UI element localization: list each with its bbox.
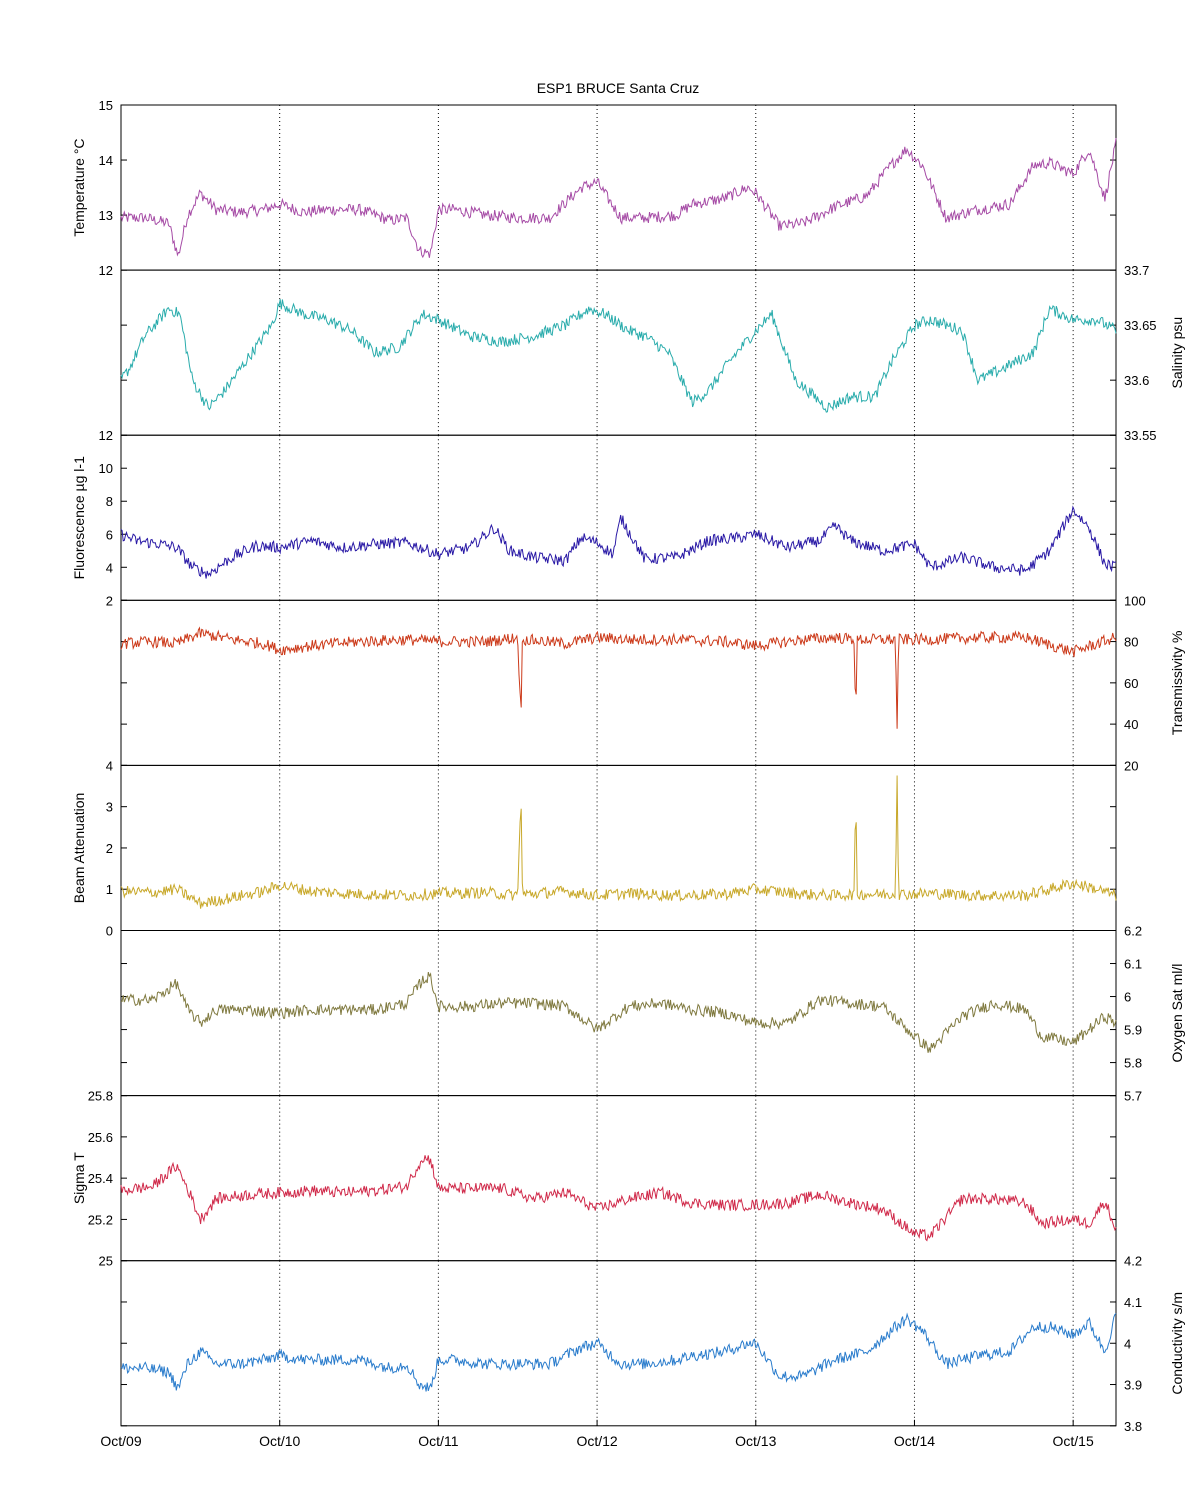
x-tick-label: Oct/11 [418, 1433, 458, 1449]
y-tick-label: 25.2 [88, 1212, 113, 1227]
y-tick-label: 25.8 [88, 1089, 113, 1104]
series-line-conductivity [120, 1312, 1117, 1392]
panel-frame [120, 1260, 1117, 1427]
y-tick-label: 12 [99, 263, 113, 278]
panel-transmissivity: 20 40 60 80 100 Transmissivity % [120, 593, 1185, 773]
y-tick-label: 4.2 [1124, 1254, 1142, 1269]
y-tick-label: 40 [1124, 717, 1138, 732]
panel-fluorescence: 2 4 6 8 10 12 Fluorescence µg l-1 [71, 428, 1117, 608]
y-tick-label: 8 [106, 494, 113, 509]
panel-salinity: 33.55 33.6 33.65 33.7 Salinity psu [120, 263, 1185, 443]
panel-frame [120, 434, 1117, 601]
y-tick-label: 13 [99, 208, 113, 223]
series-line-oxygen_sat [120, 971, 1117, 1053]
panel-conductivity: 3.8 3.9 4 4.1 4.2 Conductivity s/m [120, 1254, 1185, 1434]
y-tick-label: 4 [1124, 1336, 1131, 1351]
y-tick-label: 25 [99, 1254, 113, 1269]
y-tick-label: 4 [106, 560, 113, 575]
panel-temperature: 12 13 14 15 Temperature °C [71, 98, 1117, 278]
y-tick-label: 15 [99, 98, 113, 113]
x-tick-label: Oct/15 [1053, 1433, 1094, 1449]
series-line-transmissivity [120, 626, 1117, 729]
y-axis-label: Transmissivity % [1169, 631, 1185, 736]
y-tick-label: 10 [99, 461, 113, 476]
panel-frame [120, 1095, 1117, 1262]
panel-sigma_t: 25 25.2 25.4 25.6 25.8 Sigma T [71, 1089, 1117, 1269]
panel-frame [120, 599, 1117, 766]
y-tick-label: 6.2 [1124, 924, 1142, 939]
y-tick-label: 25.6 [88, 1130, 113, 1145]
y-axis-label: Temperature °C [71, 138, 87, 236]
y-tick-label: 2 [106, 593, 113, 608]
panel-beam_attenuation: 0 1 2 3 4 Beam Attenuation [71, 758, 1117, 939]
y-tick-label: 4.1 [1124, 1295, 1142, 1310]
x-tick-label: Oct/12 [576, 1433, 617, 1449]
x-axis: Oct/09 Oct/10 Oct/11 Oct/12 Oct/13 Oct/14 Oct/… [100, 1419, 1094, 1449]
panel-frame [120, 269, 1117, 436]
x-tick-label: Oct/09 [100, 1433, 141, 1449]
chart-title: ESP1 BRUCE Santa Cruz [537, 80, 700, 96]
y-tick-label: 5.7 [1124, 1089, 1142, 1104]
y-tick-label: 3.8 [1124, 1419, 1142, 1434]
panel-frame [120, 764, 1117, 932]
x-tick-label: Oct/14 [894, 1433, 935, 1449]
y-tick-label: 12 [99, 428, 113, 443]
series-line-salinity [120, 299, 1117, 413]
y-tick-label: 60 [1124, 676, 1138, 691]
y-tick-label: 80 [1124, 635, 1138, 650]
x-tick-label: Oct/10 [259, 1433, 300, 1449]
y-tick-label: 33.6 [1124, 373, 1149, 388]
y-tick-label: 5.8 [1124, 1056, 1142, 1071]
series-line-fluorescence [120, 505, 1117, 579]
y-tick-label: 20 [1124, 758, 1138, 773]
y-tick-label: 5.9 [1124, 1023, 1142, 1038]
y-tick-label: 33.7 [1124, 263, 1149, 278]
y-tick-label: 14 [99, 153, 113, 168]
y-tick-label: 0 [106, 924, 113, 939]
y-tick-label: 3 [106, 800, 113, 815]
series-line-sigma_t [120, 1155, 1117, 1242]
y-tick-label: 6 [1124, 990, 1131, 1005]
y-tick-label: 33.65 [1124, 318, 1157, 333]
y-tick-label: 1 [106, 882, 113, 897]
y-axis-label: Oxygen Sat ml/l [1169, 964, 1185, 1063]
x-tick-label: Oct/13 [735, 1433, 776, 1449]
y-tick-label: 25.4 [88, 1171, 113, 1186]
y-tick-label: 4 [106, 758, 113, 773]
y-axis-label: Beam Attenuation [71, 793, 87, 904]
y-tick-label: 2 [106, 841, 113, 856]
series-line-beam_attenuation [120, 775, 1117, 909]
y-tick-label: 6.1 [1124, 957, 1142, 972]
y-axis-label: Sigma T [71, 1152, 87, 1204]
y-tick-label: 100 [1124, 593, 1146, 608]
series-line-temperature [120, 138, 1117, 259]
y-tick-label: 33.55 [1124, 428, 1157, 443]
panel-oxygen_sat: 5.7 5.8 5.9 6 6.1 6.2 Oxygen Sat ml/l [120, 924, 1185, 1104]
y-axis-label: Fluorescence µg l-1 [71, 456, 87, 579]
y-tick-label: 3.9 [1124, 1378, 1142, 1393]
y-tick-label: 6 [106, 527, 113, 542]
panel-frame [120, 104, 1117, 271]
y-axis-label: Conductivity s/m [1169, 1292, 1185, 1395]
y-axis-label: Salinity psu [1169, 317, 1185, 389]
